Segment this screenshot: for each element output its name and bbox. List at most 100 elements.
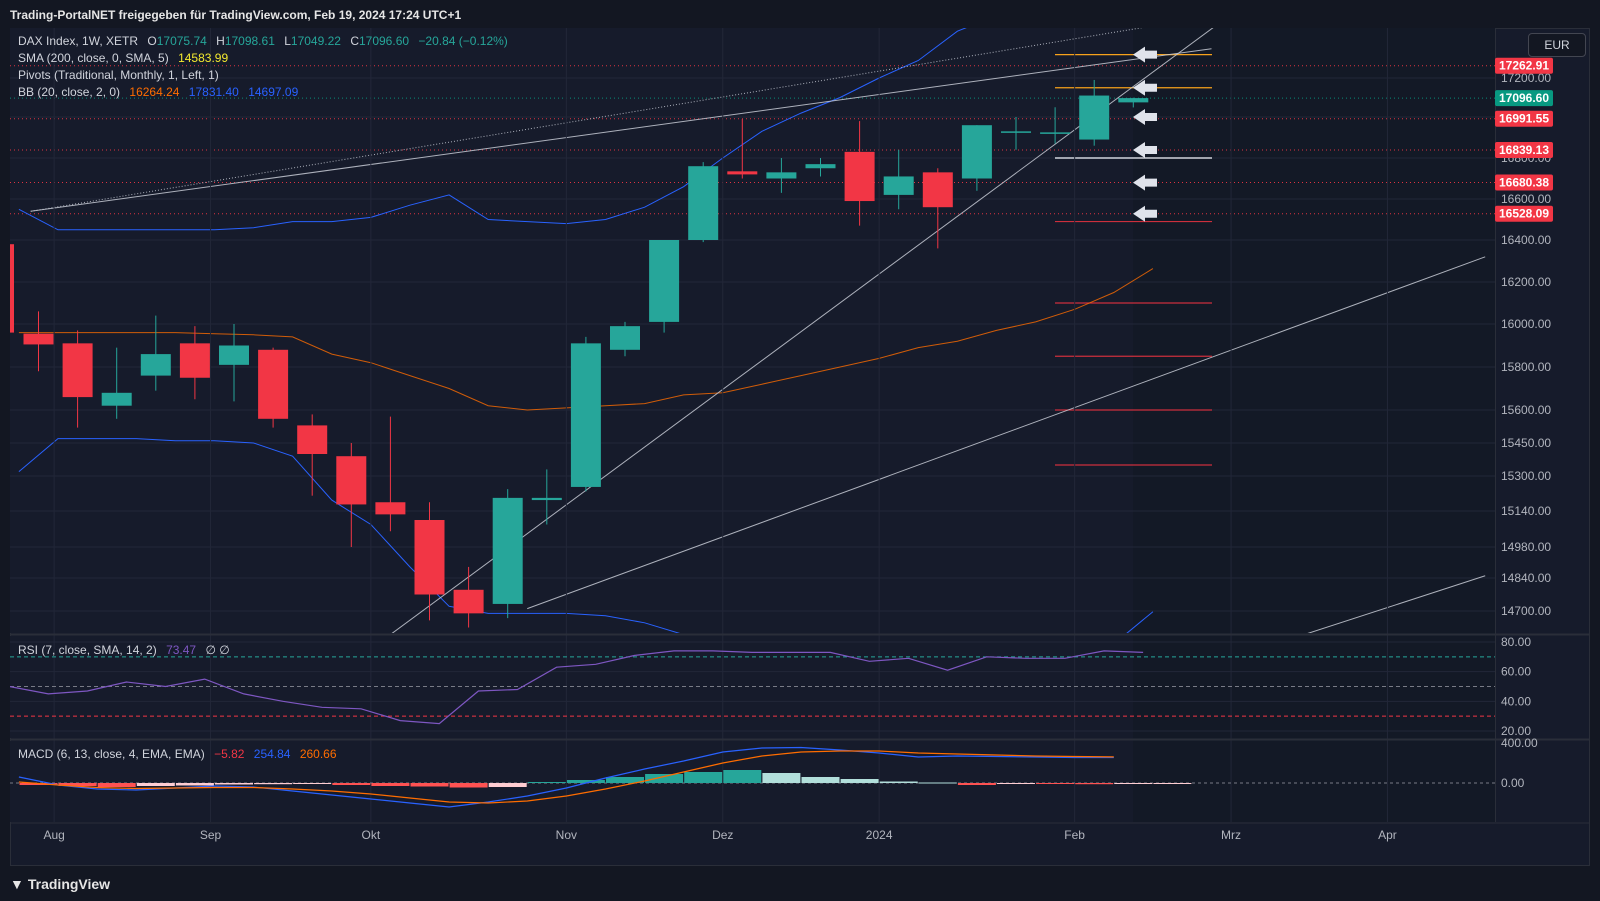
legend-bb[interactable]: BB (20, close, 2, 0) 16264.24 17831.40 1… [18,85,298,99]
left-arrow-icon [1133,109,1157,125]
main-grid [10,28,1495,633]
price-label-box [1495,141,1553,158]
price-tick-label: 14980.00 [1501,540,1551,554]
bb-upper-line [18,28,967,231]
macd-value: 254.84 [253,747,291,761]
ohlc-close: 17096.60 [358,34,410,48]
candle-body [531,497,562,501]
price-label-text: 16528.09 [1499,207,1549,221]
left-arrow-icon [1133,174,1157,191]
legend-instrument: DAX Index, 1W, XETR O17075.74 H17098.61 … [18,34,508,48]
price-label-box [1495,57,1553,74]
bb-label: BB (20, close, 2, 0) [18,85,121,99]
candle-body [453,589,484,614]
candle-body [727,171,758,175]
chart-canvas[interactable]: 17200.0017000.0016800.0016600.0016400.00… [0,0,1600,866]
macd-hist-bar [175,783,214,786]
rsi-tick-label: 60.00 [1501,665,1531,679]
legend-sma[interactable]: SMA (200, close, 0, SMA, 5) 14583.99 [18,51,228,65]
candle-body [492,497,523,604]
candles [10,79,1149,628]
time-tick-label: Feb [1064,828,1085,842]
macd-hist-value: −5.82 [214,747,245,761]
candle-body [922,172,953,208]
candle-body [883,176,914,195]
tv-logo-icon: ▼ [10,876,24,892]
macd-plot [10,746,1495,808]
trendline [527,256,1486,610]
candle-body [688,166,719,240]
ohlc-high: 17098.61 [224,34,275,48]
candle-body-partial [10,244,14,333]
candle-body [1079,95,1110,140]
candle-body [766,172,797,179]
price-tick-label: 16400.00 [1501,233,1551,247]
candle-body [1118,98,1149,103]
macd-hist-bar [449,783,488,788]
macd-hist-bar [254,783,293,785]
candle-body [1040,132,1071,134]
price-label-box [1495,205,1553,222]
time-tick-label: Nov [556,828,577,842]
legend-pivots[interactable]: Pivots (Traditional, Monthly, 1, Left, 1… [18,68,219,82]
price-label-box [1495,174,1553,191]
macd-hist-bar [293,783,332,784]
trendline [30,28,1144,212]
price-label-text: 16839.13 [1499,143,1549,157]
bb-basis-value: 16264.24 [129,85,180,99]
candle-body [23,333,54,345]
candle-body [62,343,93,398]
tradingview-logo: ▼ TradingView [10,876,110,892]
macd-hist-bar [606,777,644,783]
macd-hist-bar [58,783,97,786]
candle-body [649,240,680,322]
macd-hist-bar [957,783,996,785]
macd-hist-bar [1036,783,1075,784]
legend-rsi[interactable]: RSI (7, close, SMA, 14, 2) 73.47 ∅ ∅ [18,643,230,657]
candle-body [297,425,328,454]
macd-tick-label: 0.00 [1501,776,1525,790]
instrument-name: DAX Index, 1W, XETR [18,34,139,48]
macd-hist-bar [371,783,410,786]
macd-hist-bar [645,774,684,783]
left-arrow-icon [1133,46,1157,63]
price-tick-label: 17200.00 [1501,71,1551,85]
price-label-text: 16680.38 [1499,176,1549,190]
signal-value: 260.66 [299,747,337,761]
price-tick-label: 16600.00 [1501,192,1551,206]
price-tick-label: 15800.00 [1501,360,1551,374]
share-text: Trading-PortalNET freigegeben für Tradin… [10,8,462,22]
bb-lower-value: 14697.09 [248,85,299,99]
candle-body [610,326,640,350]
macd-hist-bar [1075,783,1114,785]
legend-macd[interactable]: MACD (6, 13, close, 4, EMA, EMA) −5.82 2… [18,747,337,761]
candle-body [414,520,445,595]
trendline [30,48,1212,212]
macd-hist-bar [997,783,1035,784]
macd-label: MACD (6, 13, close, 4, EMA, EMA) [18,747,205,761]
time-tick-label: Apr [1378,828,1397,842]
price-tick-label: 14700.00 [1501,604,1551,618]
candle-body [961,125,992,179]
brand-name: TradingView [27,876,111,892]
price-label-text: 16991.55 [1499,112,1549,126]
macd-hist-bar [332,783,371,785]
macd-hist-bar [566,780,605,783]
share-bar: Trading-PortalNET freigegeben für Tradin… [0,0,1600,28]
time-tick-label: Aug [43,828,64,842]
rsi-tick-label: 40.00 [1501,694,1531,708]
candle-body [844,151,875,202]
sma-label: SMA (200, close, 0, SMA, 5) [18,51,169,65]
left-arrow-icon [1133,142,1157,159]
sma-value: 14583.99 [178,51,229,65]
macd-hist-bar [215,783,253,785]
price-label-box [1495,110,1553,127]
candle-body [101,392,132,406]
price-tick-label: 14840.00 [1501,571,1551,585]
macd-hist-bar [136,783,175,786]
currency-button[interactable]: EUR [1528,33,1586,57]
macd-hist-bar [97,783,136,787]
macd-hist-bar [527,782,566,783]
future-area [1133,28,1495,822]
macd-hist-bar [918,782,957,784]
